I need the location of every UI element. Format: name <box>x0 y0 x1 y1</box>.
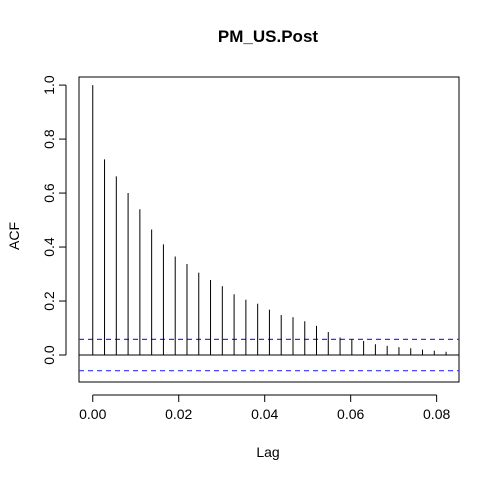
y-axis-label: ACF <box>6 222 22 250</box>
chart-title: PM_US.Post <box>218 27 318 46</box>
y-tick-label: 0.6 <box>41 183 57 203</box>
x-tick-label: 0.06 <box>337 406 364 422</box>
y-tick-label: 0.0 <box>41 345 57 365</box>
y-axis: 0.0 0.2 0.4 0.6 0.8 1.0 <box>41 75 66 365</box>
plot-marks <box>79 85 459 371</box>
x-tick-label: 0.04 <box>251 406 278 422</box>
y-tick-label: 1.0 <box>41 75 57 95</box>
y-tick-label: 0.4 <box>41 237 57 257</box>
x-tick-label: 0.08 <box>423 406 450 422</box>
y-tick-label: 0.2 <box>41 291 57 311</box>
x-axis: 0.00 0.02 0.04 0.06 0.08 <box>79 395 450 422</box>
x-axis-label: Lag <box>256 444 279 460</box>
x-tick-label: 0.00 <box>79 406 106 422</box>
y-tick-label: 0.8 <box>41 129 57 149</box>
x-tick-label: 0.02 <box>165 406 192 422</box>
